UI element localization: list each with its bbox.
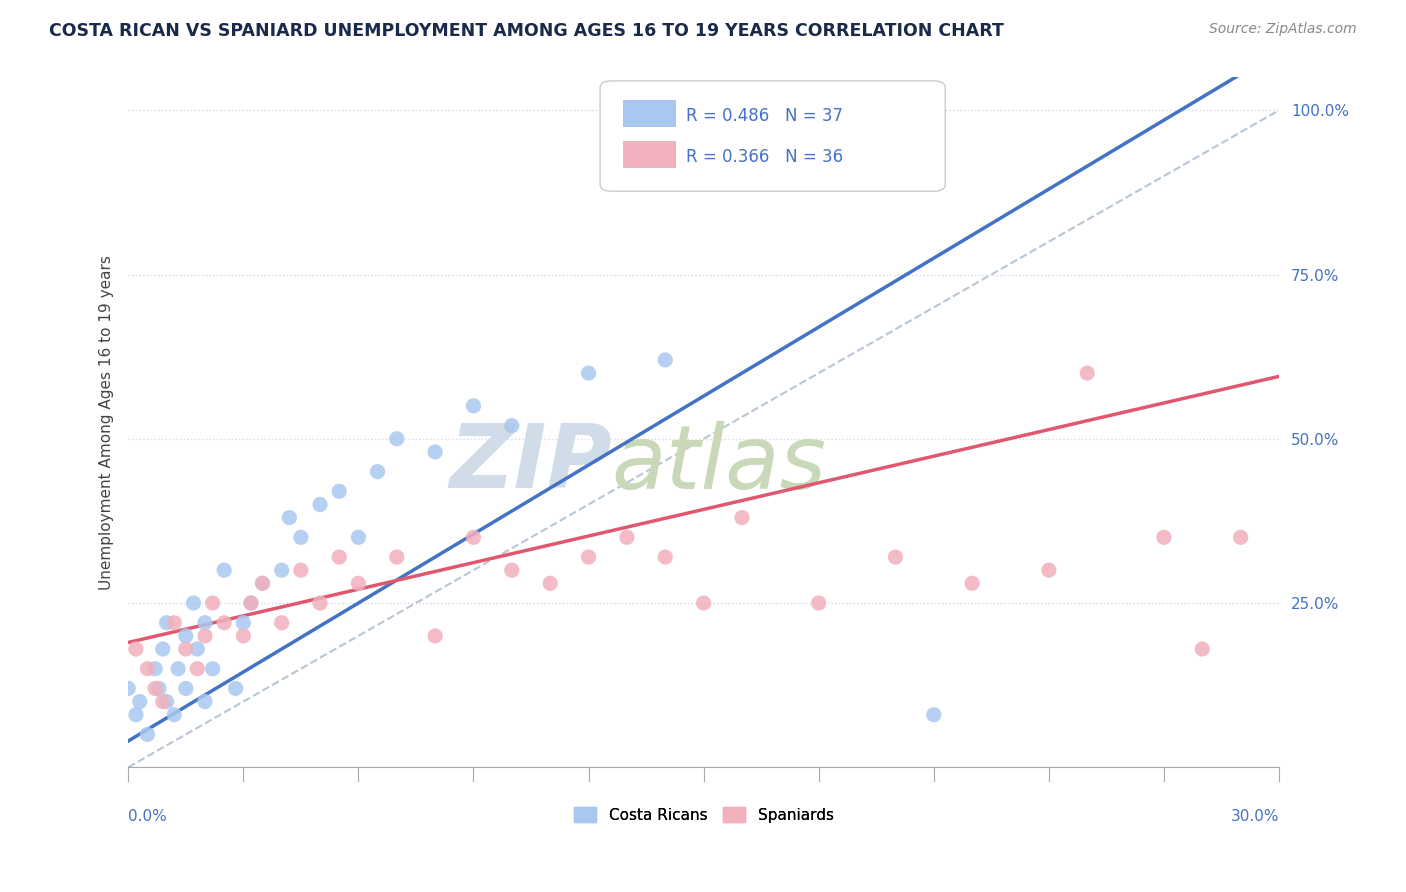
Text: 30.0%: 30.0%	[1230, 809, 1279, 823]
Point	[922, 707, 945, 722]
Point	[654, 549, 676, 564]
Point	[423, 629, 446, 643]
Point	[385, 432, 408, 446]
Point	[385, 549, 408, 564]
Point	[309, 498, 332, 512]
Point	[194, 629, 217, 643]
Point	[240, 596, 263, 610]
FancyBboxPatch shape	[600, 81, 945, 191]
Point	[270, 615, 292, 630]
Point	[143, 662, 166, 676]
Point	[225, 681, 247, 696]
Point	[212, 615, 235, 630]
Point	[538, 576, 561, 591]
Point	[578, 549, 600, 564]
Point	[501, 418, 523, 433]
Point	[163, 615, 186, 630]
Point	[654, 353, 676, 368]
Point	[463, 399, 485, 413]
Point	[125, 707, 148, 722]
Point	[201, 596, 224, 610]
Point	[174, 629, 197, 643]
Point	[501, 563, 523, 577]
Point	[155, 615, 177, 630]
Point	[183, 596, 205, 610]
Point	[152, 695, 174, 709]
Point	[1038, 563, 1060, 577]
Point	[252, 576, 274, 591]
Point	[692, 596, 714, 610]
Point	[1229, 530, 1251, 544]
FancyBboxPatch shape	[623, 141, 675, 167]
Point	[174, 681, 197, 696]
Point	[201, 662, 224, 676]
Point	[616, 530, 638, 544]
Point	[270, 563, 292, 577]
Text: R = 0.486   N = 37: R = 0.486 N = 37	[686, 107, 844, 125]
Legend: Costa Ricans, Spaniards: Costa Ricans, Spaniards	[568, 800, 839, 829]
Point	[884, 549, 907, 564]
Point	[155, 695, 177, 709]
Text: atlas: atlas	[612, 421, 827, 507]
Point	[167, 662, 190, 676]
Point	[232, 615, 254, 630]
Point	[174, 642, 197, 657]
Point	[212, 563, 235, 577]
Point	[136, 727, 159, 741]
Point	[309, 596, 332, 610]
Point	[148, 681, 170, 696]
Point	[252, 576, 274, 591]
Point	[328, 484, 350, 499]
Point	[423, 445, 446, 459]
Point	[290, 563, 312, 577]
Point	[186, 642, 208, 657]
Point	[186, 662, 208, 676]
Point	[731, 510, 754, 524]
FancyBboxPatch shape	[623, 100, 675, 126]
Point	[194, 615, 217, 630]
Point	[136, 662, 159, 676]
Text: COSTA RICAN VS SPANIARD UNEMPLOYMENT AMONG AGES 16 TO 19 YEARS CORRELATION CHART: COSTA RICAN VS SPANIARD UNEMPLOYMENT AMO…	[49, 22, 1004, 40]
Point	[152, 642, 174, 657]
Point	[578, 366, 600, 380]
Text: 0.0%: 0.0%	[128, 809, 167, 823]
Point	[290, 530, 312, 544]
Point	[1076, 366, 1098, 380]
Point	[347, 530, 370, 544]
Text: ZIP: ZIP	[449, 420, 612, 508]
Point	[240, 596, 263, 610]
Text: Source: ZipAtlas.com: Source: ZipAtlas.com	[1209, 22, 1357, 37]
Point	[117, 681, 139, 696]
Point	[807, 596, 830, 610]
Point	[128, 695, 150, 709]
Point	[194, 695, 217, 709]
Point	[347, 576, 370, 591]
Point	[1153, 530, 1175, 544]
Y-axis label: Unemployment Among Ages 16 to 19 years: Unemployment Among Ages 16 to 19 years	[100, 255, 114, 590]
Point	[143, 681, 166, 696]
Point	[163, 707, 186, 722]
Point	[960, 576, 983, 591]
Point	[278, 510, 301, 524]
Text: R = 0.366   N = 36: R = 0.366 N = 36	[686, 148, 844, 167]
Point	[1191, 642, 1213, 657]
Point	[232, 629, 254, 643]
Point	[125, 642, 148, 657]
Point	[463, 530, 485, 544]
Point	[328, 549, 350, 564]
Point	[367, 465, 389, 479]
